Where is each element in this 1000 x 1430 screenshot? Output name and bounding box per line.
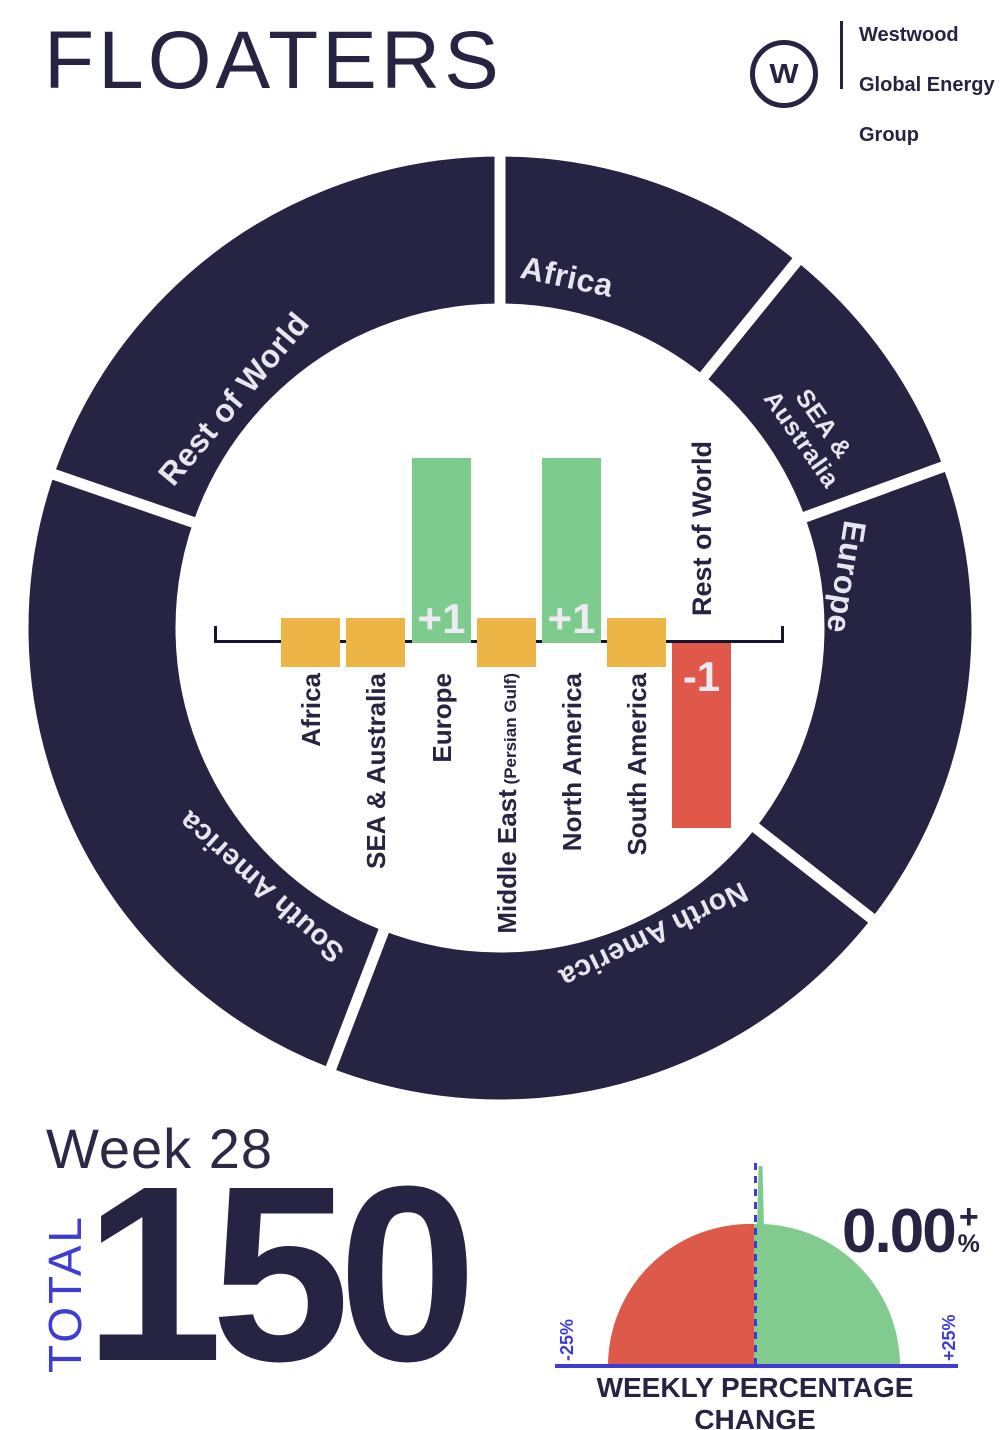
gauge-value-signs: + % (957, 1198, 980, 1258)
bar-africa (281, 618, 340, 667)
page-title: FLOATERS (44, 15, 503, 106)
bar-label-middle-east: Middle East (Persian Gulf) (492, 673, 526, 934)
bar-rest-of-world: -1 (672, 643, 731, 828)
bar-europe: +1 (412, 458, 471, 643)
bar-label-north-america: North America (557, 673, 587, 852)
gauge-plus-sign: + (958, 1198, 979, 1236)
bar-label-sea-australia: SEA & Australia (361, 673, 391, 870)
bar-label-middle-east-sub: (Persian Gulf) (501, 673, 520, 790)
logo-line-1: Westwood (859, 24, 959, 46)
bar-middle-east (477, 618, 536, 667)
logo-line-3: Group (859, 124, 919, 146)
logo-org-name: Westwood Global Energy Group (859, 23, 995, 148)
gauge-value-number: 0.00 (842, 1197, 957, 1266)
total-value: 150 (84, 1134, 477, 1413)
bar-value-rest-of-world: -1 (682, 653, 721, 700)
bar-sea-australia (346, 618, 405, 667)
gauge-min-label: -25% (557, 1318, 577, 1361)
bar-label-middle-east-main: Middle East (492, 789, 522, 934)
donut-segment-gaps (42, 146, 955, 1080)
logo-line-2: Global Energy (859, 74, 995, 96)
gauge-value: 0.00 + % (842, 1197, 980, 1266)
gauge-max-label: +25% (939, 1314, 959, 1361)
logo-divider (840, 21, 843, 89)
bar-north-america: +1 (542, 458, 601, 643)
bar-south-america (607, 618, 666, 667)
gauge-baseline (555, 1364, 958, 1368)
week-label: Week 28 (46, 1117, 273, 1180)
bar-label-africa: Africa (296, 673, 326, 747)
gauge-percent-sign: % (957, 1229, 980, 1258)
logo-monogram: W (769, 57, 799, 90)
gauge-zero-dashed-line (754, 1163, 757, 1366)
gauge-needle (757, 1166, 764, 1228)
gauge-caption: WEEKLY PERCENTAGE CHANGE (596, 1372, 914, 1430)
westwood-logo-icon: W (750, 40, 818, 108)
bar-label-europe: Europe (427, 673, 457, 763)
bar-label-rest-of-world: Rest of World (687, 441, 717, 616)
axis-tick-left (214, 626, 217, 643)
axis-tick-right (781, 626, 784, 643)
bar-value-north-america: +1 (547, 595, 596, 642)
bar-label-south-america: South America (622, 673, 652, 856)
bar-value-europe: +1 (417, 595, 466, 642)
